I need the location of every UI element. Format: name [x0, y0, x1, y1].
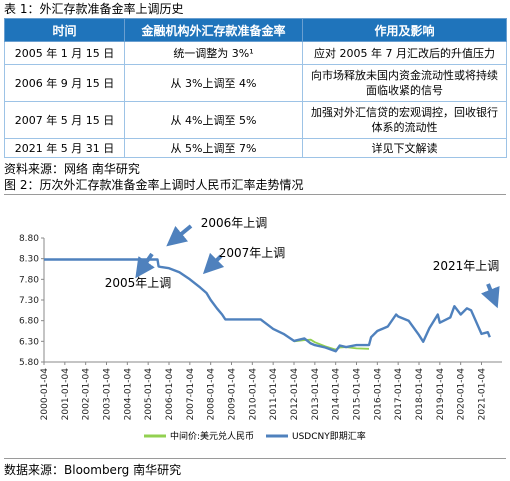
annotation-label: 2021年上调	[433, 259, 500, 273]
cell-rate: 从 5%上调至 7%	[124, 138, 303, 158]
x-tick-label: 2007-01-04	[186, 368, 196, 421]
x-tick-label: 2017-01-04	[394, 368, 404, 421]
chart-caption: 图 2：历次外汇存款准备金率上调时人民币汇率走势情况	[4, 178, 304, 192]
cell-rate: 从 4%上调至 5%	[124, 101, 303, 139]
y-tick-label: 6.80	[19, 317, 39, 327]
y-tick-label: 8.80	[19, 234, 39, 244]
x-tick-label: 2021-01-04	[478, 368, 488, 421]
x-tick-label: 2006-01-04	[165, 368, 175, 421]
cell-rate: 从 3%上调至 4%	[124, 64, 303, 102]
annotation-label: 2006年上调	[201, 216, 268, 230]
header-time: 时间	[4, 18, 125, 42]
series-line	[44, 258, 491, 353]
y-tick-label: 7.80	[19, 275, 39, 285]
x-tick-label: 2009-01-04	[228, 368, 238, 421]
x-tick-label: 2013-01-04	[311, 368, 321, 421]
annotation-label: 2007年上调	[219, 246, 286, 260]
x-tick-label: 2019-01-04	[436, 368, 446, 421]
y-tick-label: 5.80	[19, 358, 39, 368]
chart-bottom-rule	[4, 458, 506, 459]
annotation-arrow	[166, 224, 193, 247]
legend-label: USDCNY即期汇率	[292, 430, 366, 442]
x-tick-label: 2004-01-04	[123, 368, 133, 421]
annotation-arrow	[135, 252, 155, 279]
x-tick-label: 2012-01-04	[290, 368, 300, 421]
table-row: 2021 年 5 月 31 日 从 5%上调至 7% 详见下文解读	[4, 138, 507, 158]
annotation-arrow	[481, 283, 500, 309]
x-tick-label: 2005-01-04	[144, 368, 154, 421]
cell-effect: 加强对外汇信贷的宏观调控，回收银行体系的流动性	[302, 101, 507, 139]
x-tick-label: 2016-01-04	[373, 368, 383, 421]
annotation-label: 2005年上调	[105, 276, 172, 290]
header-rate: 金融机构外汇存款准备金率	[124, 18, 303, 42]
table-source: 资料来源：网络 南华研究	[4, 162, 140, 176]
table-row: 2005 年 1 月 15 日 统一调整为 3%¹ 应对 2005 年 7 月汇…	[4, 41, 507, 65]
x-tick-label: 2002-01-04	[82, 368, 92, 421]
exchange-rate-chart: 8.80 8.30 7.80 7.30 6.80 6.30 5.80 2000-01-04 2…	[19, 216, 502, 442]
table-row: 2007 年 5 月 15 日 从 4%上调至 5% 加强对外汇信贷的宏观调控，…	[4, 101, 507, 139]
annotation-arrow	[202, 252, 225, 275]
y-tick-label: 6.30	[19, 337, 39, 347]
cell-time: 2005 年 1 月 15 日	[4, 41, 125, 65]
x-tick-label: 2015-01-04	[353, 368, 363, 421]
cell-time: 2021 年 5 月 31 日	[4, 138, 125, 158]
table-header-row: 时间 金融机构外汇存款准备金率 作用及影响	[4, 18, 507, 42]
cell-effect: 向市场释放未国内资金流动性或将持续面临收紧的信号	[302, 64, 507, 102]
table-row: 2006 年 9 月 15 日 从 3%上调至 4% 向市场释放未国内资金流动性…	[4, 64, 507, 102]
header-effect: 作用及影响	[302, 18, 507, 42]
x-tick-label: 2003-01-04	[103, 368, 113, 421]
x-tick-label: 2020-01-04	[457, 368, 467, 421]
cell-effect: 应对 2005 年 7 月汇改后的升值压力	[302, 41, 507, 65]
x-tick-label: 2000-01-04	[40, 368, 50, 421]
rate-history-table: 时间 金融机构外汇存款准备金率 作用及影响 2005 年 1 月 15 日 统一…	[4, 18, 507, 158]
x-tick-label: 2014-01-04	[332, 368, 342, 421]
cell-rate: 统一调整为 3%¹	[124, 41, 303, 65]
x-tick-label: 2001-01-04	[61, 368, 71, 421]
chart-top-rule	[4, 194, 506, 195]
table-caption: 表 1：外汇存款准备金率上调历史	[4, 2, 184, 16]
y-tick-label: 7.30	[19, 296, 39, 306]
chart-source: 数据来源：Bloomberg 南华研究	[4, 463, 182, 477]
cell-time: 2006 年 9 月 15 日	[4, 64, 125, 102]
cell-effect: 详见下文解读	[302, 138, 507, 158]
y-tick-label: 8.30	[19, 255, 39, 265]
x-tick-label: 2011-01-04	[269, 368, 279, 421]
legend-label: 中间价:美元兑人民币	[170, 430, 254, 442]
cell-time: 2007 年 5 月 15 日	[4, 101, 125, 139]
x-tick-label: 2018-01-04	[415, 368, 425, 421]
x-tick-label: 2010-01-04	[248, 368, 258, 421]
x-tick-label: 2008-01-04	[207, 368, 217, 421]
